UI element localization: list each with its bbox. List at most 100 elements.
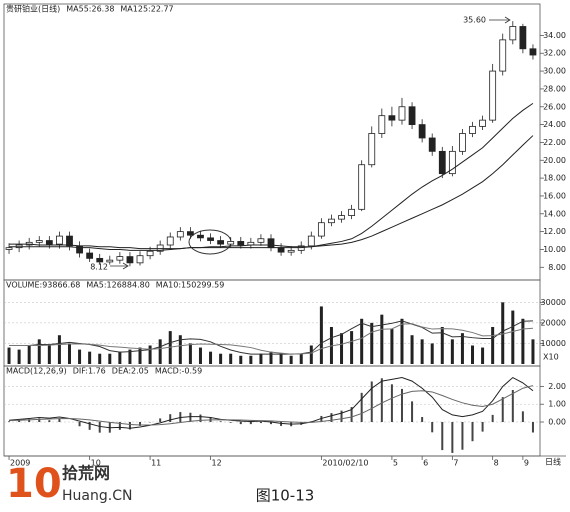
candle-body	[378, 115, 386, 134]
macd-bar	[461, 422, 464, 450]
volume-bar	[360, 318, 364, 364]
panel-header: DEA:2.05	[112, 367, 149, 376]
logo-number: 10	[6, 461, 62, 507]
volume-bar	[390, 329, 394, 364]
y-tick-label: 32.00	[543, 49, 566, 58]
macd-bar	[88, 422, 91, 430]
macd-bar	[280, 422, 283, 426]
candle-body	[398, 106, 406, 121]
macd-bar	[521, 411, 524, 422]
volume-bar	[430, 343, 434, 364]
volume-bar	[158, 339, 162, 364]
x-tick-label: 2010/02/10	[322, 459, 368, 468]
macd-bar	[421, 417, 424, 422]
panel-header: 贵研铂业(日线)	[6, 4, 60, 14]
macd-bar	[270, 422, 272, 425]
x-tick-label: 2009	[10, 459, 30, 468]
candle-body	[227, 241, 235, 245]
x-tick-label: 7	[453, 459, 458, 468]
volume-bar	[531, 339, 535, 364]
volume-bar	[269, 351, 273, 364]
macd-bar	[249, 422, 252, 425]
y-tick-label: 18.00	[543, 174, 566, 183]
panel-header: MACD(12,26,9)	[6, 367, 67, 376]
volume-bar	[128, 349, 132, 364]
macd-bar	[441, 422, 444, 451]
candle-body	[237, 241, 245, 246]
candle-body	[176, 231, 184, 238]
macd-bar	[511, 390, 514, 422]
candle-body	[459, 133, 466, 152]
volume-bar	[198, 347, 202, 364]
volume-bar	[27, 345, 31, 364]
macd-bar	[491, 414, 494, 422]
candle-body	[479, 119, 486, 127]
candle-body	[56, 235, 63, 245]
candle-body	[116, 256, 124, 261]
y-tick-label: 12.00	[543, 227, 566, 236]
y-tick-label: 22.00	[543, 138, 566, 147]
volume-bar	[279, 353, 283, 364]
ma-line	[9, 323, 534, 355]
y-tick-label: 26.00	[543, 102, 566, 111]
macd-bar	[531, 422, 534, 433]
volume-bar	[47, 345, 51, 364]
macd-bar	[239, 422, 242, 425]
y-tick-label: 10.00	[543, 245, 566, 254]
y-tick-label: 34.00	[543, 31, 566, 40]
volume-bar	[299, 353, 303, 364]
ma-line	[9, 385, 534, 426]
y-tick-label: 30.00	[543, 67, 566, 76]
macd-bar	[370, 381, 373, 422]
candle-body	[45, 240, 53, 245]
volume-bar	[17, 349, 21, 364]
x-tick-label: 6	[423, 459, 428, 468]
volume-bar	[481, 347, 485, 364]
volume-bar	[309, 345, 313, 364]
volume-bar	[410, 335, 414, 364]
candle-body	[197, 234, 204, 239]
y-tick-label: 2.00	[548, 382, 566, 391]
volume-bar	[460, 333, 464, 364]
candle-body	[76, 245, 83, 254]
panel-header: VOLUME:93866.68	[6, 281, 80, 290]
ma-line	[9, 320, 533, 355]
macd-bar	[128, 422, 131, 430]
volume-bar	[491, 327, 495, 364]
candle-body	[418, 124, 426, 139]
volume-bar	[239, 355, 243, 364]
volume-bar	[350, 331, 354, 364]
y-tick-label: 14.00	[543, 209, 566, 218]
macd-bar	[8, 421, 11, 422]
candle-body	[368, 133, 376, 166]
candle-body	[86, 252, 94, 259]
macd-bar	[199, 414, 202, 422]
panel-header: MA5:126884.80	[86, 281, 149, 290]
annotation: 8.12	[90, 263, 108, 272]
candle-body	[287, 249, 295, 253]
macd-bar	[411, 401, 414, 422]
candle-body	[448, 150, 456, 175]
candle-body	[317, 222, 325, 237]
volume-bar	[37, 339, 41, 364]
macd-bar	[451, 422, 454, 453]
macd-bar	[48, 420, 51, 422]
volume-bar	[219, 353, 223, 364]
volume-bar	[319, 306, 323, 364]
volume-bar	[440, 327, 444, 364]
candle-body	[388, 115, 396, 121]
candle-body	[348, 208, 356, 216]
macd-bar	[98, 422, 101, 433]
macd-bar	[139, 422, 142, 426]
volume-bar	[138, 347, 142, 364]
candle-body	[489, 70, 497, 121]
macd-bar	[159, 418, 162, 422]
y-tick-label: 10000	[541, 339, 566, 348]
macd-bar	[78, 422, 81, 427]
volume-bar	[259, 353, 263, 364]
x-tick-label: 10	[91, 459, 101, 468]
volume-bar	[400, 318, 404, 364]
volume-bar	[501, 302, 505, 364]
candle-body	[66, 235, 73, 247]
volume-bar	[340, 333, 344, 364]
